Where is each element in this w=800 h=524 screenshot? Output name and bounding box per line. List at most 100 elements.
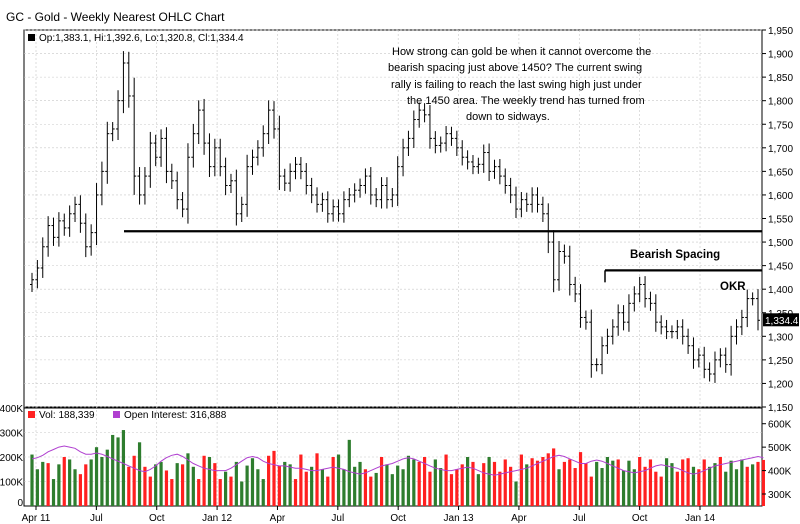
volume-bar xyxy=(756,461,760,506)
volume-bar xyxy=(509,466,513,506)
bearish-spacing-label: Bearish Spacing xyxy=(630,249,720,261)
volume-bar xyxy=(197,479,201,506)
price-tick-label: 1,650 xyxy=(768,167,793,178)
volume-bar xyxy=(379,457,384,506)
price-tick-label: 1,950 xyxy=(768,26,793,37)
ohlc-bar xyxy=(519,192,524,218)
volume-bar xyxy=(476,474,480,506)
ohlc-bar xyxy=(374,188,379,208)
last-price-box xyxy=(763,313,799,327)
ohlc-bar xyxy=(444,126,449,152)
time-tick-label: Oct xyxy=(632,513,648,524)
ohlc-legend: Op:1,383.1, Hi:1,392.6, Lo:1,320.8, Cl:1… xyxy=(39,33,244,44)
ohlc-bar xyxy=(492,159,497,179)
ohlc-bar xyxy=(465,150,470,170)
ohlc-bar xyxy=(272,101,276,139)
price-tick-label: 1,900 xyxy=(768,50,793,61)
volume-bar xyxy=(396,465,400,506)
ohlc-bar xyxy=(94,183,99,246)
volume-bar xyxy=(73,469,77,506)
ohlc-bar xyxy=(648,291,653,311)
volume-bar xyxy=(240,481,244,506)
volume-bar xyxy=(761,459,765,506)
ohlc-bar xyxy=(320,192,325,212)
ohlc-bar xyxy=(497,159,502,185)
time-tick-label: Apr xyxy=(511,513,527,524)
ohlc-bar xyxy=(712,351,717,383)
ohlc-bar xyxy=(331,199,336,222)
ohlc-bar xyxy=(282,168,287,192)
ohlc-bar xyxy=(680,319,685,345)
volume-bar xyxy=(111,434,115,506)
volume-bar xyxy=(627,460,631,506)
ohlc-bar xyxy=(562,244,567,264)
volume-axis: 0 100K 200K 300K 400K xyxy=(0,404,23,509)
volume-bar xyxy=(745,466,749,506)
open-interest-axis: 300K 400K 500K 600K xyxy=(762,420,792,501)
ohlc-bar xyxy=(535,187,540,213)
commentary-line-2: bearish spacing just above 1450? The cur… xyxy=(388,62,642,74)
volume-bar xyxy=(514,481,518,506)
volume-bar xyxy=(369,476,373,506)
volume-bar xyxy=(186,453,190,506)
ohlc-bar xyxy=(659,315,664,335)
volume-legend-swatch xyxy=(28,411,35,418)
volume-bar xyxy=(734,469,739,506)
volume-bar xyxy=(121,430,126,506)
volume-bar xyxy=(245,465,249,506)
price-tick-label: 1,250 xyxy=(768,356,793,367)
volume-bar xyxy=(659,476,663,506)
volume-bar xyxy=(390,474,394,506)
grid-lines xyxy=(24,29,762,506)
ohlc-bar xyxy=(723,347,728,373)
ohlc-bar xyxy=(632,286,637,312)
oi-legend: Open Interest: 316,888 xyxy=(124,410,227,421)
commentary-line-4: the 1450 area. The weekly trend has turn… xyxy=(407,95,645,107)
volume-bar xyxy=(385,464,389,506)
volume-bar xyxy=(664,458,669,506)
volume-bar xyxy=(718,457,722,506)
commentary-line-3: rally is failing to reach the last swing… xyxy=(391,79,642,91)
volume-bar xyxy=(116,437,120,506)
ohlc-bar xyxy=(756,289,760,331)
ohlc-bar xyxy=(304,163,309,195)
volume-bar xyxy=(84,464,88,506)
ohlc-bar xyxy=(395,156,400,206)
ohlc-bar xyxy=(540,196,545,222)
volume-bar xyxy=(315,453,319,506)
ohlc-bar xyxy=(336,199,341,222)
volume-bar xyxy=(401,469,405,506)
ohlc-bar xyxy=(449,126,454,146)
ohlc-bar xyxy=(567,245,572,296)
volume-bar xyxy=(729,460,733,506)
ohlc-bar xyxy=(255,140,260,166)
volume-bar xyxy=(78,474,82,506)
volume-bar xyxy=(643,466,647,506)
volume-bar xyxy=(697,469,701,506)
ohlc-bar xyxy=(401,138,406,177)
ohlc-bar xyxy=(234,169,239,226)
ohlc-bar xyxy=(664,319,669,340)
volume-bar xyxy=(466,457,470,506)
price-tick-label: 1,550 xyxy=(768,215,793,226)
volume-bar xyxy=(143,466,147,506)
volume-bar xyxy=(100,457,104,506)
volume-bar xyxy=(740,459,744,506)
volume-bar xyxy=(148,476,152,506)
ohlc-bar xyxy=(175,171,180,210)
volume-bar xyxy=(127,466,131,506)
ohlc-bar xyxy=(153,134,158,167)
ohlc-bar xyxy=(228,173,233,194)
ohlc-bar xyxy=(298,157,303,180)
volume-bar xyxy=(213,463,217,506)
volume-bar xyxy=(675,471,679,506)
ohlc-bar xyxy=(315,187,320,213)
price-tick-label: 1,200 xyxy=(768,379,793,390)
ohlc-bar xyxy=(358,178,363,198)
ohlc-bar xyxy=(583,310,588,330)
ohlc-bar xyxy=(503,168,508,194)
time-tick-label: Jan 13 xyxy=(444,513,474,524)
price-tick-label: 1,400 xyxy=(768,285,793,296)
volume-bar xyxy=(449,474,454,506)
volume-bar xyxy=(374,472,378,506)
